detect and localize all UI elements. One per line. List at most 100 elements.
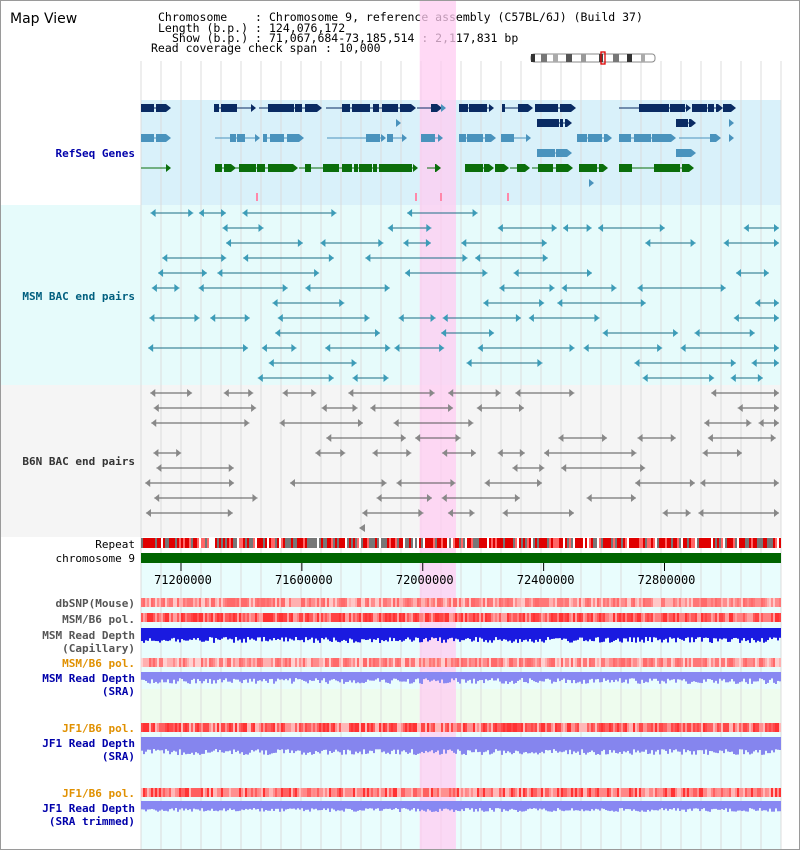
- jf1-depth-sra-bar: [757, 737, 759, 753]
- jf1-depth-sra-bar: [669, 737, 671, 750]
- msm-depth-capillary-bar: [199, 628, 201, 641]
- msm-b6-pol-cell: [775, 613, 777, 622]
- msm-depth-capillary-bar: [443, 628, 445, 640]
- jf1-depth-sra-bar: [333, 737, 335, 752]
- jf1-depth-sra-bar: [505, 737, 507, 754]
- dbsnp-cell: [703, 598, 705, 607]
- jf1-depth-trim-bar: [269, 801, 271, 811]
- msm-depth-sra-bar: [279, 672, 281, 680]
- msm-depth-sra-bar: [577, 672, 579, 683]
- dbsnp-cell: [207, 598, 209, 607]
- msm-b6-pol-2-cell: [439, 658, 441, 667]
- jf1-depth-sra-bar: [501, 737, 503, 755]
- jf1-b6-pol-2-cell: [701, 788, 703, 797]
- msm-b6-pol-cell: [259, 613, 261, 622]
- msm-b6-pol-cell: [371, 613, 373, 622]
- jf1-depth-trim-bar: [215, 801, 217, 811]
- msm-depth-capillary-bar: [613, 628, 615, 641]
- gene-exon: [467, 134, 483, 142]
- msm-b6-pol-cell: [567, 613, 569, 622]
- msm-b6-pol-cell: [671, 613, 673, 622]
- jf1-depth-trim-bar: [753, 801, 755, 810]
- dbsnp-cell: [441, 598, 443, 607]
- msm-depth-sra-bar: [675, 672, 677, 683]
- jf1-b6-pol-cell: [325, 723, 327, 732]
- jf1-b6-pol-cell: [689, 723, 691, 732]
- repeat-block: [229, 538, 231, 548]
- msm-b6-pol-cell: [481, 613, 483, 622]
- b6n-bac-left-end: [282, 389, 288, 397]
- msm-b6-pol-cell: [427, 613, 429, 622]
- repeat-block: [451, 538, 453, 548]
- dbsnp-cell: [467, 598, 469, 607]
- msm-b6-pol-cell: [311, 613, 313, 622]
- jf1-depth-trim-bar: [373, 801, 375, 811]
- msm-depth-sra-bar: [507, 672, 509, 684]
- jf1-b6-pol-cell: [231, 723, 233, 732]
- jf1-depth-trim-bar: [721, 801, 723, 810]
- repeat-block: [151, 538, 153, 548]
- jf1-depth-trim-bar: [623, 801, 625, 811]
- jf1-b6-pol-cell: [557, 723, 559, 732]
- msm-depth-sra-bar: [595, 672, 597, 680]
- jf1-depth-trim-bar: [375, 801, 377, 809]
- msm-b6-pol-cell: [177, 613, 179, 622]
- msm-depth-sra-bar: [733, 672, 735, 682]
- jf1-b6-pol-cell: [515, 723, 517, 732]
- msm-b6-pol-2-cell: [719, 658, 721, 667]
- jf1-depth-trim-bar: [703, 801, 705, 809]
- jf1-b6-pol-cell: [569, 723, 571, 732]
- jf1-b6-pol-2-cell: [193, 788, 195, 797]
- jf1-b6-pol-2-cell: [215, 788, 217, 797]
- jf1-depth-sra-bar: [425, 737, 427, 751]
- jf1-b6-pol-cell: [541, 723, 543, 732]
- msm-b6-pol-cell: [213, 613, 215, 622]
- dbsnp-cell: [449, 598, 451, 607]
- repeat-block: [629, 538, 631, 548]
- dbsnp-cell: [353, 598, 355, 607]
- msm-b6-pol-2-cell: [221, 658, 223, 667]
- msm-depth-sra-bar: [311, 672, 313, 681]
- jf1-b6-pol-cell: [367, 723, 369, 732]
- repeat-block: [271, 538, 273, 548]
- b6n-bac-right-end: [251, 404, 257, 412]
- dbsnp-cell: [751, 598, 753, 607]
- dbsnp-cell: [307, 598, 309, 607]
- jf1-b6-pol-cell: [249, 723, 251, 732]
- jf1-depth-trim-bar: [687, 801, 689, 810]
- msm-depth-sra-bar: [741, 672, 743, 682]
- msm-b6-pol-2-cell: [557, 658, 559, 667]
- msm-bac-left-end: [557, 299, 563, 307]
- msm-depth-sra-bar: [573, 672, 575, 681]
- msm-b6-pol-cell: [457, 613, 459, 622]
- msm-b6-pol-2-cell: [351, 658, 353, 667]
- jf1-depth-sra-bar: [237, 737, 239, 751]
- gene-strand-arrow: [603, 164, 608, 172]
- dbsnp-cell: [545, 598, 547, 607]
- jf1-depth-trim-bar: [237, 801, 239, 812]
- msm-depth-sra-bar: [713, 672, 715, 683]
- jf1-b6-pol-cell: [171, 723, 173, 732]
- msm-b6-pol-cell: [651, 613, 653, 622]
- msm-bac-right-end: [425, 239, 431, 247]
- jf1-depth-sra-bar: [449, 737, 451, 750]
- msm-b6-pol-2-cell: [409, 658, 411, 667]
- b6n-bac-left-end: [561, 464, 567, 472]
- jf1-b6-pol-2-cell: [737, 788, 739, 797]
- dbsnp-cell: [721, 598, 723, 607]
- msm-b6-pol-cell: [599, 613, 601, 622]
- jf1-depth-trim-bar: [591, 801, 593, 810]
- jf1-b6-pol-2-cell: [719, 788, 721, 797]
- msm-b6-pol-cell: [529, 613, 531, 622]
- msm-b6-pol-2-cell: [697, 658, 699, 667]
- msm-depth-capillary-bar: [583, 628, 585, 642]
- jf1-depth-sra-bar: [163, 737, 165, 754]
- jf1-b6-pol-2-cell: [751, 788, 753, 797]
- jf1-b6-pol-cell: [299, 723, 301, 732]
- jf1-depth-trim-bar: [711, 801, 713, 810]
- gene-strand-arrow: [607, 134, 612, 142]
- repeat-block: [545, 538, 547, 548]
- msm-depth-sra-bar: [531, 672, 533, 680]
- msm-b6-pol-cell: [299, 613, 301, 622]
